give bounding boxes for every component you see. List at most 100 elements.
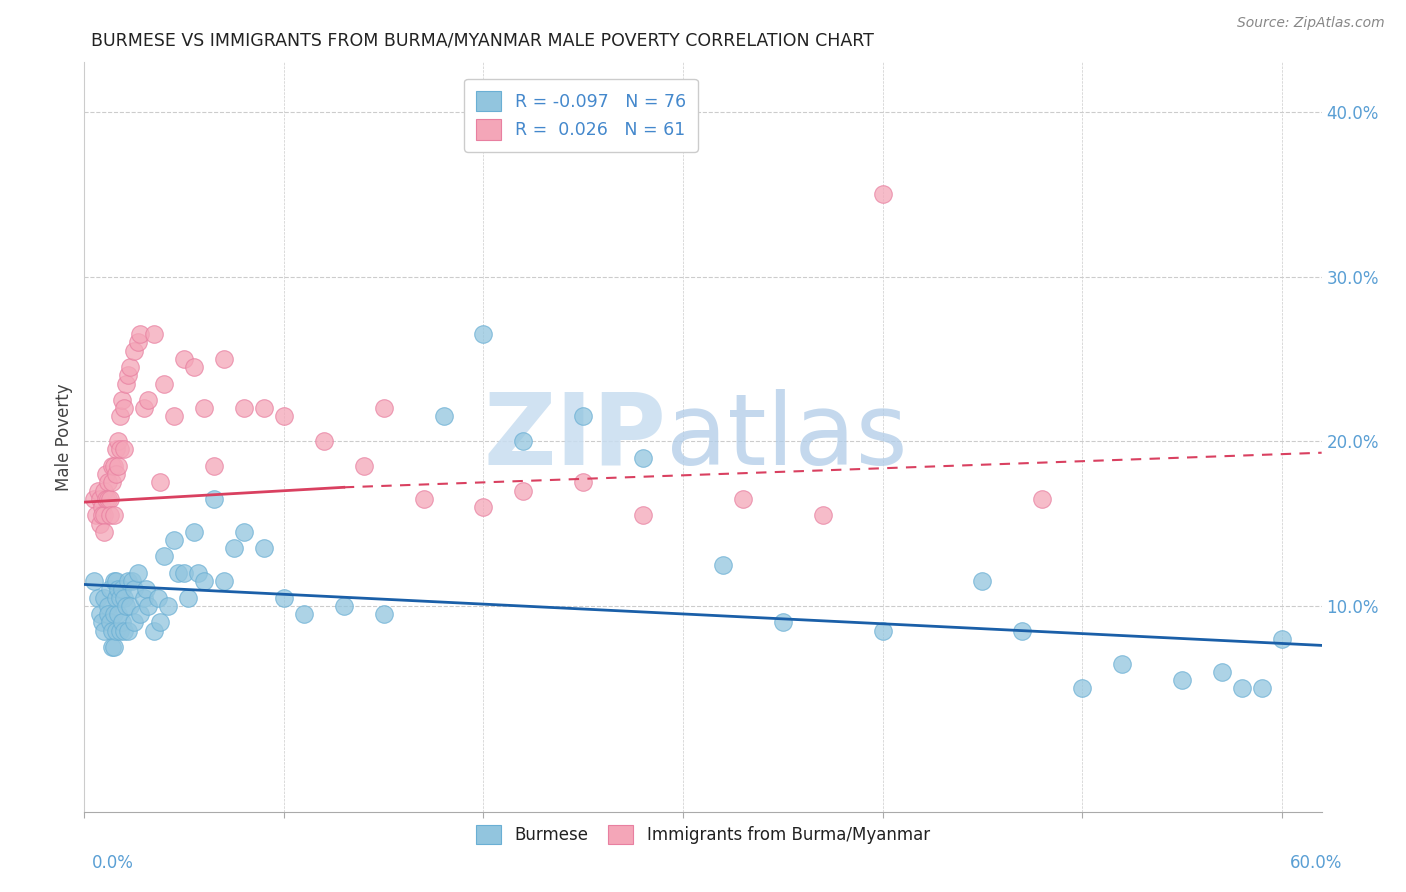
Point [110,409,132,424]
Point [233,524,256,539]
Point [412,491,434,506]
Point [91,615,114,630]
Point [472,500,495,514]
Point [273,591,295,605]
Point [98,491,121,506]
Point [183,524,205,539]
Point [127,335,149,350]
Point [89,491,111,506]
Point [212,351,235,366]
Point [89,516,111,531]
Point [83,491,105,506]
Point [93,508,115,523]
Point [572,409,595,424]
Point [93,624,115,638]
Point [157,599,180,613]
Point [112,624,135,638]
Point [193,574,215,589]
Point [1271,632,1294,646]
Point [143,624,166,638]
Point [122,343,145,358]
Point [163,409,186,424]
Point [872,624,894,638]
Point [117,368,139,383]
Point [153,376,176,391]
Point [149,615,172,630]
Point [129,327,152,342]
Point [105,591,128,605]
Point [373,607,395,621]
Point [93,483,115,498]
Point [202,491,225,506]
Point [103,458,125,473]
Point [105,624,128,638]
Point [103,574,125,589]
Point [87,483,110,498]
Point [101,458,124,473]
Point [110,442,132,457]
Point [121,574,143,589]
Point [105,574,128,589]
Point [1031,491,1053,506]
Point [107,582,129,597]
Point [1111,657,1133,671]
Point [97,475,120,490]
Point [1011,624,1033,638]
Point [512,434,534,449]
Point [811,508,834,523]
Point [134,401,156,416]
Point [212,574,235,589]
Point [1171,673,1194,687]
Point [972,574,994,589]
Point [183,360,205,375]
Point [96,467,118,482]
Point [111,615,134,630]
Point [233,401,256,416]
Point [253,541,276,556]
Point [97,491,120,506]
Point [87,591,110,605]
Point [187,566,209,580]
Text: atlas: atlas [666,389,907,485]
Point [111,392,134,407]
Point [101,624,124,638]
Point [115,599,138,613]
Point [173,566,195,580]
Point [110,624,132,638]
Point [134,591,156,605]
Point [872,187,894,202]
Point [149,475,172,490]
Point [93,591,115,605]
Point [373,401,395,416]
Point [153,549,176,564]
Point [1071,681,1094,696]
Point [98,508,121,523]
Legend: Burmese, Immigrants from Burma/Myanmar: Burmese, Immigrants from Burma/Myanmar [468,816,938,852]
Point [103,508,125,523]
Text: Source: ZipAtlas.com: Source: ZipAtlas.com [1237,16,1385,30]
Point [101,640,124,654]
Point [111,582,134,597]
Point [312,434,335,449]
Point [96,491,118,506]
Point [120,599,142,613]
Point [173,351,195,366]
Point [117,624,139,638]
Point [101,475,124,490]
Text: 0.0%: 0.0% [91,854,134,871]
Point [512,483,534,498]
Point [93,524,115,539]
Point [631,508,654,523]
Point [129,607,152,621]
Point [107,434,129,449]
Point [273,409,295,424]
Point [110,591,132,605]
Point [112,401,135,416]
Point [122,615,145,630]
Point [136,599,159,613]
Point [107,458,129,473]
Point [112,591,135,605]
Point [91,508,114,523]
Point [353,458,375,473]
Point [772,615,794,630]
